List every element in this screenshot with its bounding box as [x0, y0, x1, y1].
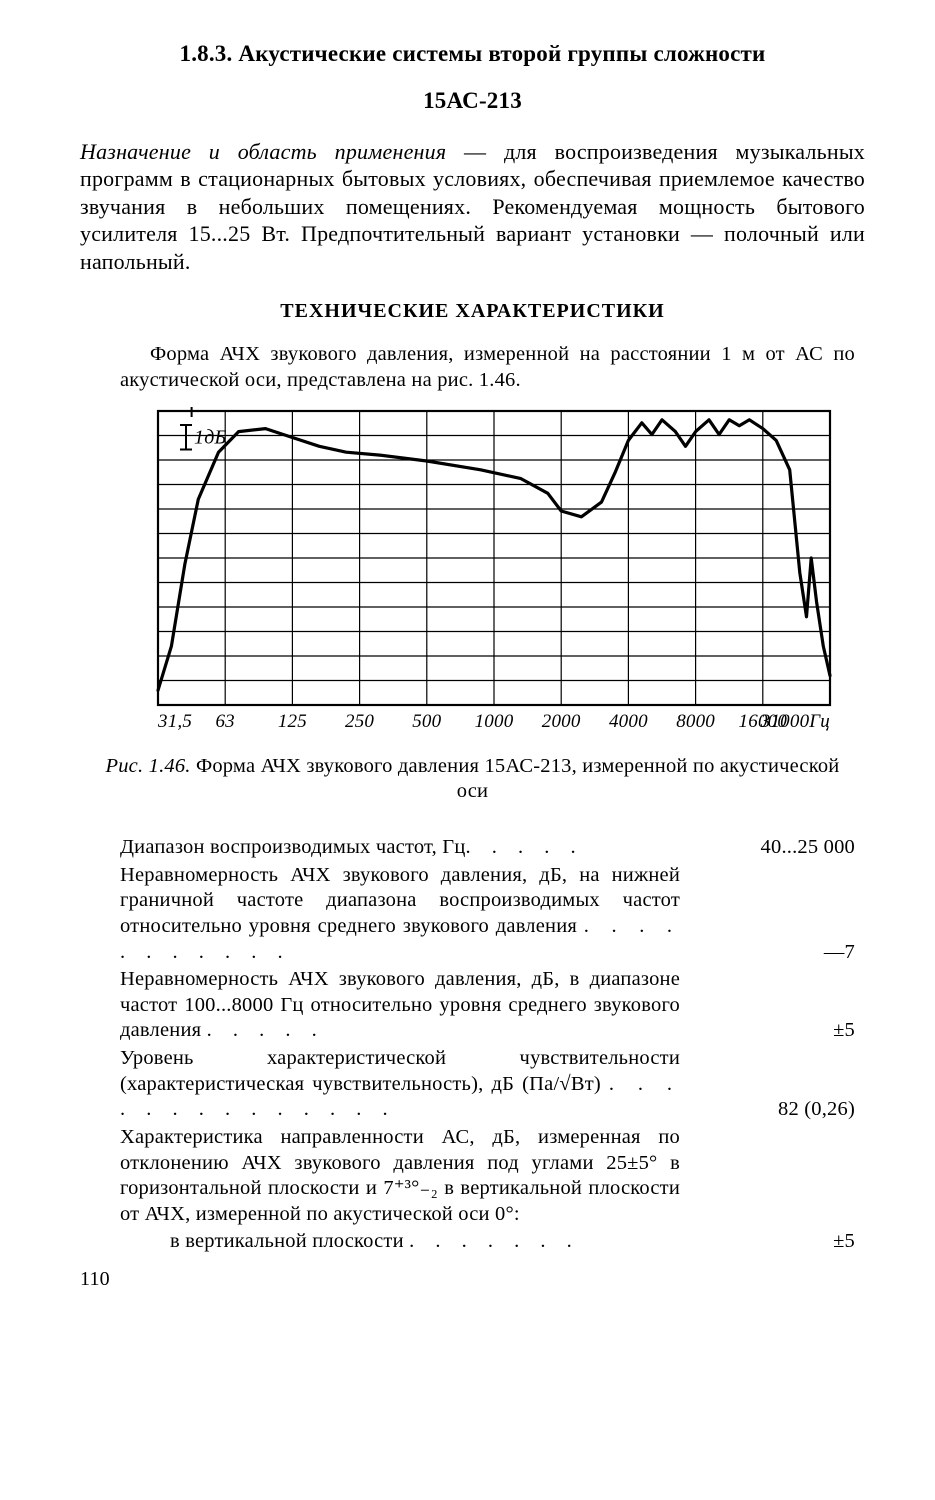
spec-value: 40...25 000 [686, 835, 855, 861]
page-number: 110 [80, 1267, 865, 1292]
spec-value: ±5 [686, 1018, 855, 1044]
svg-text:500: 500 [412, 711, 441, 732]
figure-label: Рис. 1.46. [106, 755, 191, 777]
specifications-list: Диапазон воспроизводимых частот, Гц. . .… [120, 835, 855, 1255]
spec-value: 82 (0,26) [686, 1097, 855, 1123]
spec-label: Неравномерность АЧХ звукового давления, … [120, 863, 686, 966]
spec-label: Диапазон воспроизводимых частот, Гц. . .… [120, 835, 686, 861]
section-title: 1.8.3. Акустические системы второй групп… [80, 40, 865, 69]
spec-row: Характеристика направленности АС, дБ, из… [120, 1125, 855, 1228]
svg-text:2000: 2000 [542, 711, 581, 732]
svg-text:31,5: 31,5 [157, 711, 192, 732]
spec-row: Диапазон воспроизводимых частот, Гц. . .… [120, 835, 855, 861]
intro-paragraph: Назначение и область применения — для во… [80, 138, 865, 276]
svg-text:1дБ: 1дБ [194, 427, 227, 449]
figure-caption-text: Форма АЧХ звукового давления 15АС-213, и… [191, 755, 840, 803]
model-title: 15АС-213 [80, 87, 865, 116]
svg-text:31000Гц: 31000Гц [760, 711, 830, 732]
figure-caption: Рис. 1.46. Форма АЧХ звукового давления … [100, 754, 845, 805]
subheading: ТЕХНИЧЕСКИЕ ХАРАКТЕРИСТИКИ [80, 299, 865, 324]
svg-text:4000: 4000 [609, 711, 648, 732]
spec-label: Неравномерность АЧХ звукового давления, … [120, 967, 686, 1044]
spec-row: Неравномерность АЧХ звукового давления, … [120, 967, 855, 1044]
spec-row: в вертикальной плоскости . . . . . . .±5 [120, 1229, 855, 1255]
svg-text:63: 63 [215, 711, 234, 732]
spec-label: в вертикальной плоскости . . . . . . . [120, 1229, 686, 1255]
spec-label: Характеристика направленности АС, дБ, из… [120, 1125, 686, 1228]
svg-text:8000: 8000 [676, 711, 715, 732]
svg-text:125: 125 [278, 711, 307, 732]
spec-label: Уровень характеристической чувствительно… [120, 1046, 686, 1123]
spec-value: —7 [686, 940, 855, 966]
chart-note: Форма АЧХ звукового давления, измеренной… [120, 342, 855, 393]
spec-row: Неравномерность АЧХ звукового давления, … [120, 863, 855, 966]
intro-lead: Назначение и область применения [80, 139, 446, 164]
chart-svg: 1дБ31,5631252505001000200040008000160003… [140, 403, 840, 733]
spec-row: Уровень характеристической чувствительно… [120, 1046, 855, 1123]
frequency-response-chart: 1дБ31,5631252505001000200040008000160003… [140, 403, 855, 740]
svg-text:250: 250 [345, 711, 374, 732]
svg-text:1000: 1000 [475, 711, 514, 732]
spec-value: ±5 [686, 1229, 855, 1255]
